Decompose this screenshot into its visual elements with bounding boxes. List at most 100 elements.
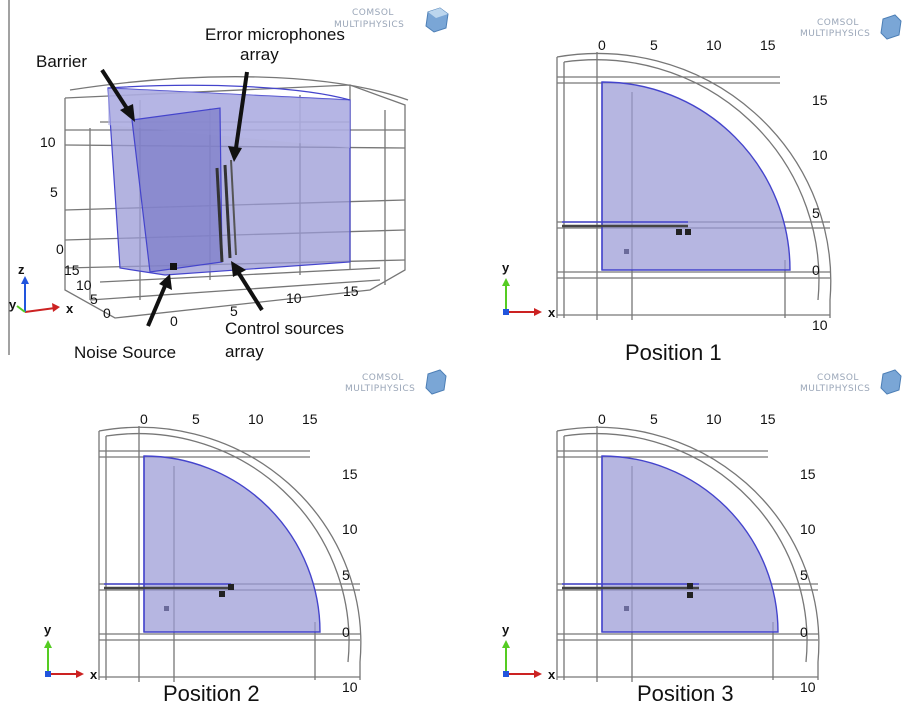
panel-position-2: COMSOL MULTIPHYSICS 0 5 10 15 15 10 5 0 10 x y Positi… [0, 365, 452, 709]
x-tick: 15 [760, 37, 776, 53]
corner-tick: 10 [812, 317, 828, 333]
x-tick: 0 [140, 411, 148, 427]
y-tick-0: 0 [103, 305, 111, 321]
y-axis-arrow-icon [16, 305, 26, 313]
logo-cube-icon [425, 7, 449, 33]
label-noise-source: Noise Source [74, 343, 176, 362]
y-axis-label: y [9, 297, 17, 312]
y-tick: 10 [342, 521, 358, 537]
x-axis-label: x [90, 667, 98, 682]
x-tick: 15 [760, 411, 776, 427]
y-tick-5: 5 [90, 291, 98, 307]
logo-line1: COMSOL [817, 18, 859, 28]
x-tick-0: 0 [170, 313, 178, 329]
y-tick-10: 10 [76, 277, 92, 293]
x-axis-arrow-icon [24, 307, 56, 313]
x-tick: 5 [650, 411, 658, 427]
position-caption: Position 3 [637, 681, 734, 706]
y-axis-label: y [502, 622, 510, 637]
noise-source-marker [170, 263, 177, 270]
axis-triad: xy [502, 260, 556, 320]
wireframe-frame [98, 426, 362, 682]
x-tick: 5 [650, 37, 658, 53]
logo-cube-icon [880, 14, 902, 40]
label-error-mics-line1: Error microphones [205, 25, 345, 44]
logo-line2: MULTIPHYSICS [334, 20, 404, 30]
noise-source-marker [624, 249, 629, 254]
x-tick: 10 [706, 37, 722, 53]
x-tick-10: 10 [286, 290, 302, 306]
x-axis-label: x [66, 301, 74, 316]
y-tick: 10 [812, 147, 828, 163]
logo-line1: COMSOL [362, 373, 404, 383]
y-axis-label: y [502, 260, 510, 275]
y-axis-label: y [44, 622, 52, 637]
x-tick: 5 [192, 411, 200, 427]
axis-triad: x z y [9, 262, 74, 316]
label-barrier: Barrier [36, 52, 87, 71]
panel-position-3: COMSOL MULTIPHYSICS 0 5 10 15 15 10 5 0 10 x y Positi… [452, 365, 902, 709]
axis-triad: xy [44, 622, 98, 682]
position-caption: Position 1 [625, 340, 722, 365]
noise-source-marker [164, 606, 169, 611]
axis-triad: xy [502, 622, 556, 682]
y-tick: 15 [800, 466, 816, 482]
array-marker [219, 591, 225, 597]
panel-3d: COMSOL MULTIPHYSICS [0, 0, 452, 365]
y-tick: 10 [800, 521, 816, 537]
x-tick-5: 5 [230, 303, 238, 319]
label-error-mics-line2: array [240, 45, 279, 64]
barrier-line [104, 583, 231, 590]
x-tick: 10 [706, 411, 722, 427]
label-control-line2: array [225, 342, 264, 361]
z-axis-label: z [18, 262, 25, 277]
array-marker [687, 583, 693, 589]
x-tick-15: 15 [343, 283, 359, 299]
label-control-line1: Control sources [225, 319, 344, 338]
logo-cube-icon [425, 369, 447, 395]
y-tick: 0 [342, 624, 350, 640]
y-tick-15: 15 [64, 262, 80, 278]
y-tick: 5 [800, 567, 808, 583]
corner-tick: 10 [800, 679, 816, 695]
y-tick: 5 [342, 567, 350, 583]
x-tick: 15 [302, 411, 318, 427]
array-marker [676, 229, 682, 235]
panel-position-1: COMSOL MULTIPHYSICS 0 5 10 15 15 10 5 0 10 x y Positi… [452, 0, 902, 365]
y-tick: 0 [800, 624, 808, 640]
z-tick-5: 5 [50, 184, 58, 200]
array-marker [228, 584, 234, 590]
z-tick-0: 0 [56, 241, 64, 257]
x-tick: 0 [598, 411, 606, 427]
logo-line2: MULTIPHYSICS [800, 384, 870, 394]
panel-3d-svg: COMSOL MULTIPHYSICS [8, 0, 449, 362]
y-tick: 5 [812, 205, 820, 221]
x-axis-label: x [548, 667, 556, 682]
position-caption: Position 2 [163, 681, 260, 706]
array-marker [685, 229, 691, 235]
logo-line2: MULTIPHYSICS [800, 29, 870, 39]
quarter-disc-domain [601, 81, 791, 271]
wireframe-frame [556, 426, 820, 682]
comsol-logo: COMSOL MULTIPHYSICS [334, 7, 449, 33]
barrier-line [562, 221, 688, 228]
barrier-line [562, 583, 699, 590]
quarter-disc-domain [143, 455, 321, 633]
y-tick: 15 [812, 92, 828, 108]
y-tick: 15 [342, 466, 358, 482]
corner-tick: 10 [342, 679, 358, 695]
quarter-disc-domain [601, 455, 779, 633]
array-marker [687, 592, 693, 598]
noise-source-marker [624, 606, 629, 611]
logo-cube-icon [880, 369, 902, 395]
annotation-arrows [100, 68, 264, 327]
y-tick: 0 [812, 262, 820, 278]
logo-line1: COMSOL [352, 8, 394, 18]
arrays [215, 159, 237, 263]
